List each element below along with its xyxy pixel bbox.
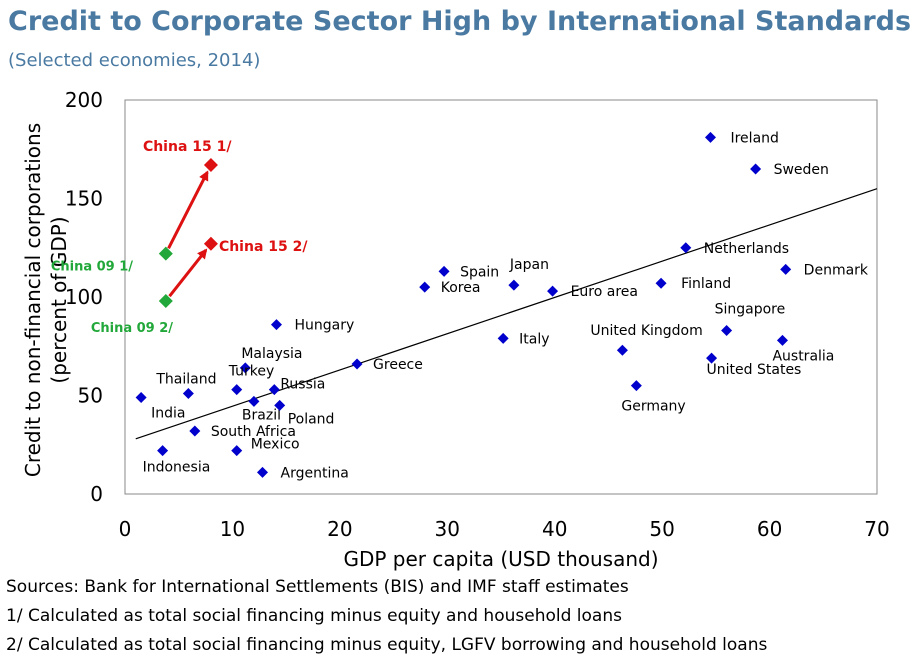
data-point — [438, 265, 450, 277]
data-point — [257, 466, 269, 478]
data-point-label: Brazil — [242, 407, 281, 423]
data-point-label: United States — [707, 362, 802, 378]
note-sources: Sources: Bank for International Settleme… — [6, 577, 629, 597]
y-tick-label: 200 — [65, 88, 103, 112]
data-point-label: Thailand — [155, 372, 216, 388]
data-point — [182, 388, 194, 400]
data-point — [547, 285, 559, 297]
data-point-label: Indonesia — [143, 460, 211, 476]
y-axis-label-line-1: Credit to non-financial corporations — [21, 123, 45, 477]
y-tick-label: 0 — [90, 482, 103, 506]
data-point — [157, 445, 169, 457]
data-point-label: Greece — [373, 357, 423, 373]
data-point — [704, 131, 716, 143]
data-point-label: Poland — [288, 411, 335, 427]
data-point — [776, 334, 788, 346]
data-point — [630, 380, 642, 392]
china-09-point — [158, 246, 173, 261]
china-15-point — [203, 158, 218, 173]
data-point-label: Hungary — [294, 318, 354, 334]
data-point-label: Japan — [509, 257, 549, 273]
china-09-point — [158, 293, 173, 308]
x-tick-label: 10 — [220, 517, 245, 541]
data-point — [680, 242, 692, 254]
data-point — [231, 445, 243, 457]
data-point-label: Ireland — [730, 130, 778, 146]
x-tick-label: 30 — [435, 517, 460, 541]
x-tick-label: 60 — [757, 517, 782, 541]
chart-notes: Sources: Bank for International Settleme… — [6, 573, 767, 660]
data-point-label: Finland — [681, 276, 731, 292]
data-point-label: Italy — [519, 331, 549, 347]
data-point-label: Singapore — [715, 301, 786, 317]
data-point — [508, 279, 520, 291]
x-axis-label: GDP per capita (USD thousand) — [343, 547, 658, 571]
data-point — [706, 352, 718, 364]
y-tick-label: 100 — [65, 285, 103, 309]
data-point — [270, 319, 282, 331]
data-point-label: Argentina — [281, 465, 349, 481]
data-point-label: Euro area — [571, 284, 638, 300]
china-15-point — [203, 236, 218, 251]
china-arrow — [168, 248, 208, 298]
data-point — [655, 277, 667, 289]
data-point-label: Denmark — [804, 262, 869, 278]
data-point-label: India — [151, 405, 185, 421]
data-point — [248, 395, 260, 407]
y-axis-label: Credit to non-financial corporations (per… — [21, 123, 71, 477]
data-point-label: Germany — [621, 399, 685, 415]
data-point-label: Spain — [460, 264, 499, 280]
scatter-chart: 0 10 20 30 40 50 60 70 0 50 100 150 200 GDP per capit… — [21, 88, 890, 571]
chart-subtitle: (Selected economies, 2014) — [8, 50, 261, 71]
data-point-label: Netherlands — [704, 241, 789, 257]
data-point — [750, 163, 762, 175]
data-point — [274, 399, 286, 411]
data-point — [497, 332, 509, 344]
data-point-label: Korea — [441, 280, 481, 296]
china-arrow — [167, 170, 209, 249]
data-point — [351, 358, 363, 370]
china-09-label: China 09 2/ — [91, 321, 173, 336]
data-point — [268, 384, 280, 396]
x-tick-label: 50 — [649, 517, 674, 541]
data-point-label: Turkey — [228, 364, 275, 380]
data-point-label: Russia — [280, 377, 325, 393]
data-point — [189, 425, 201, 437]
x-tick-label: 40 — [542, 517, 567, 541]
data-point — [780, 263, 792, 275]
y-tick-label: 150 — [65, 187, 103, 211]
data-point — [135, 391, 147, 403]
note-1: 1/ Calculated as total social financing … — [6, 606, 622, 626]
data-point-label: Mexico — [251, 437, 300, 453]
data-point — [239, 362, 251, 374]
data-point — [616, 344, 628, 356]
x-tick-label: 0 — [119, 517, 132, 541]
trend-line — [135, 188, 878, 440]
note-2: 2/ Calculated as total social financing … — [6, 635, 768, 655]
data-point — [419, 281, 431, 293]
plot-area — [124, 99, 878, 495]
data-point-label: Australia — [772, 348, 834, 364]
data-point — [721, 324, 733, 336]
data-point-label: Malaysia — [241, 346, 302, 362]
china-09-label: China 09 1/ — [51, 260, 133, 275]
y-tick-label: 50 — [78, 384, 103, 408]
data-point-label: Sweden — [774, 162, 829, 178]
chart-title: Credit to Corporate Sector High by Inter… — [8, 6, 910, 37]
china-15-label: China 15 1/ — [143, 139, 232, 155]
data-point-label: United Kingdom — [590, 323, 702, 339]
china-15-label: China 15 2/ — [219, 239, 308, 255]
x-tick-label: 20 — [327, 517, 352, 541]
data-point-label: South Africa — [211, 424, 296, 440]
data-point — [231, 384, 243, 396]
x-tick-label: 70 — [864, 517, 889, 541]
y-axis-label-line-2: (percent of GDP) — [47, 216, 71, 383]
